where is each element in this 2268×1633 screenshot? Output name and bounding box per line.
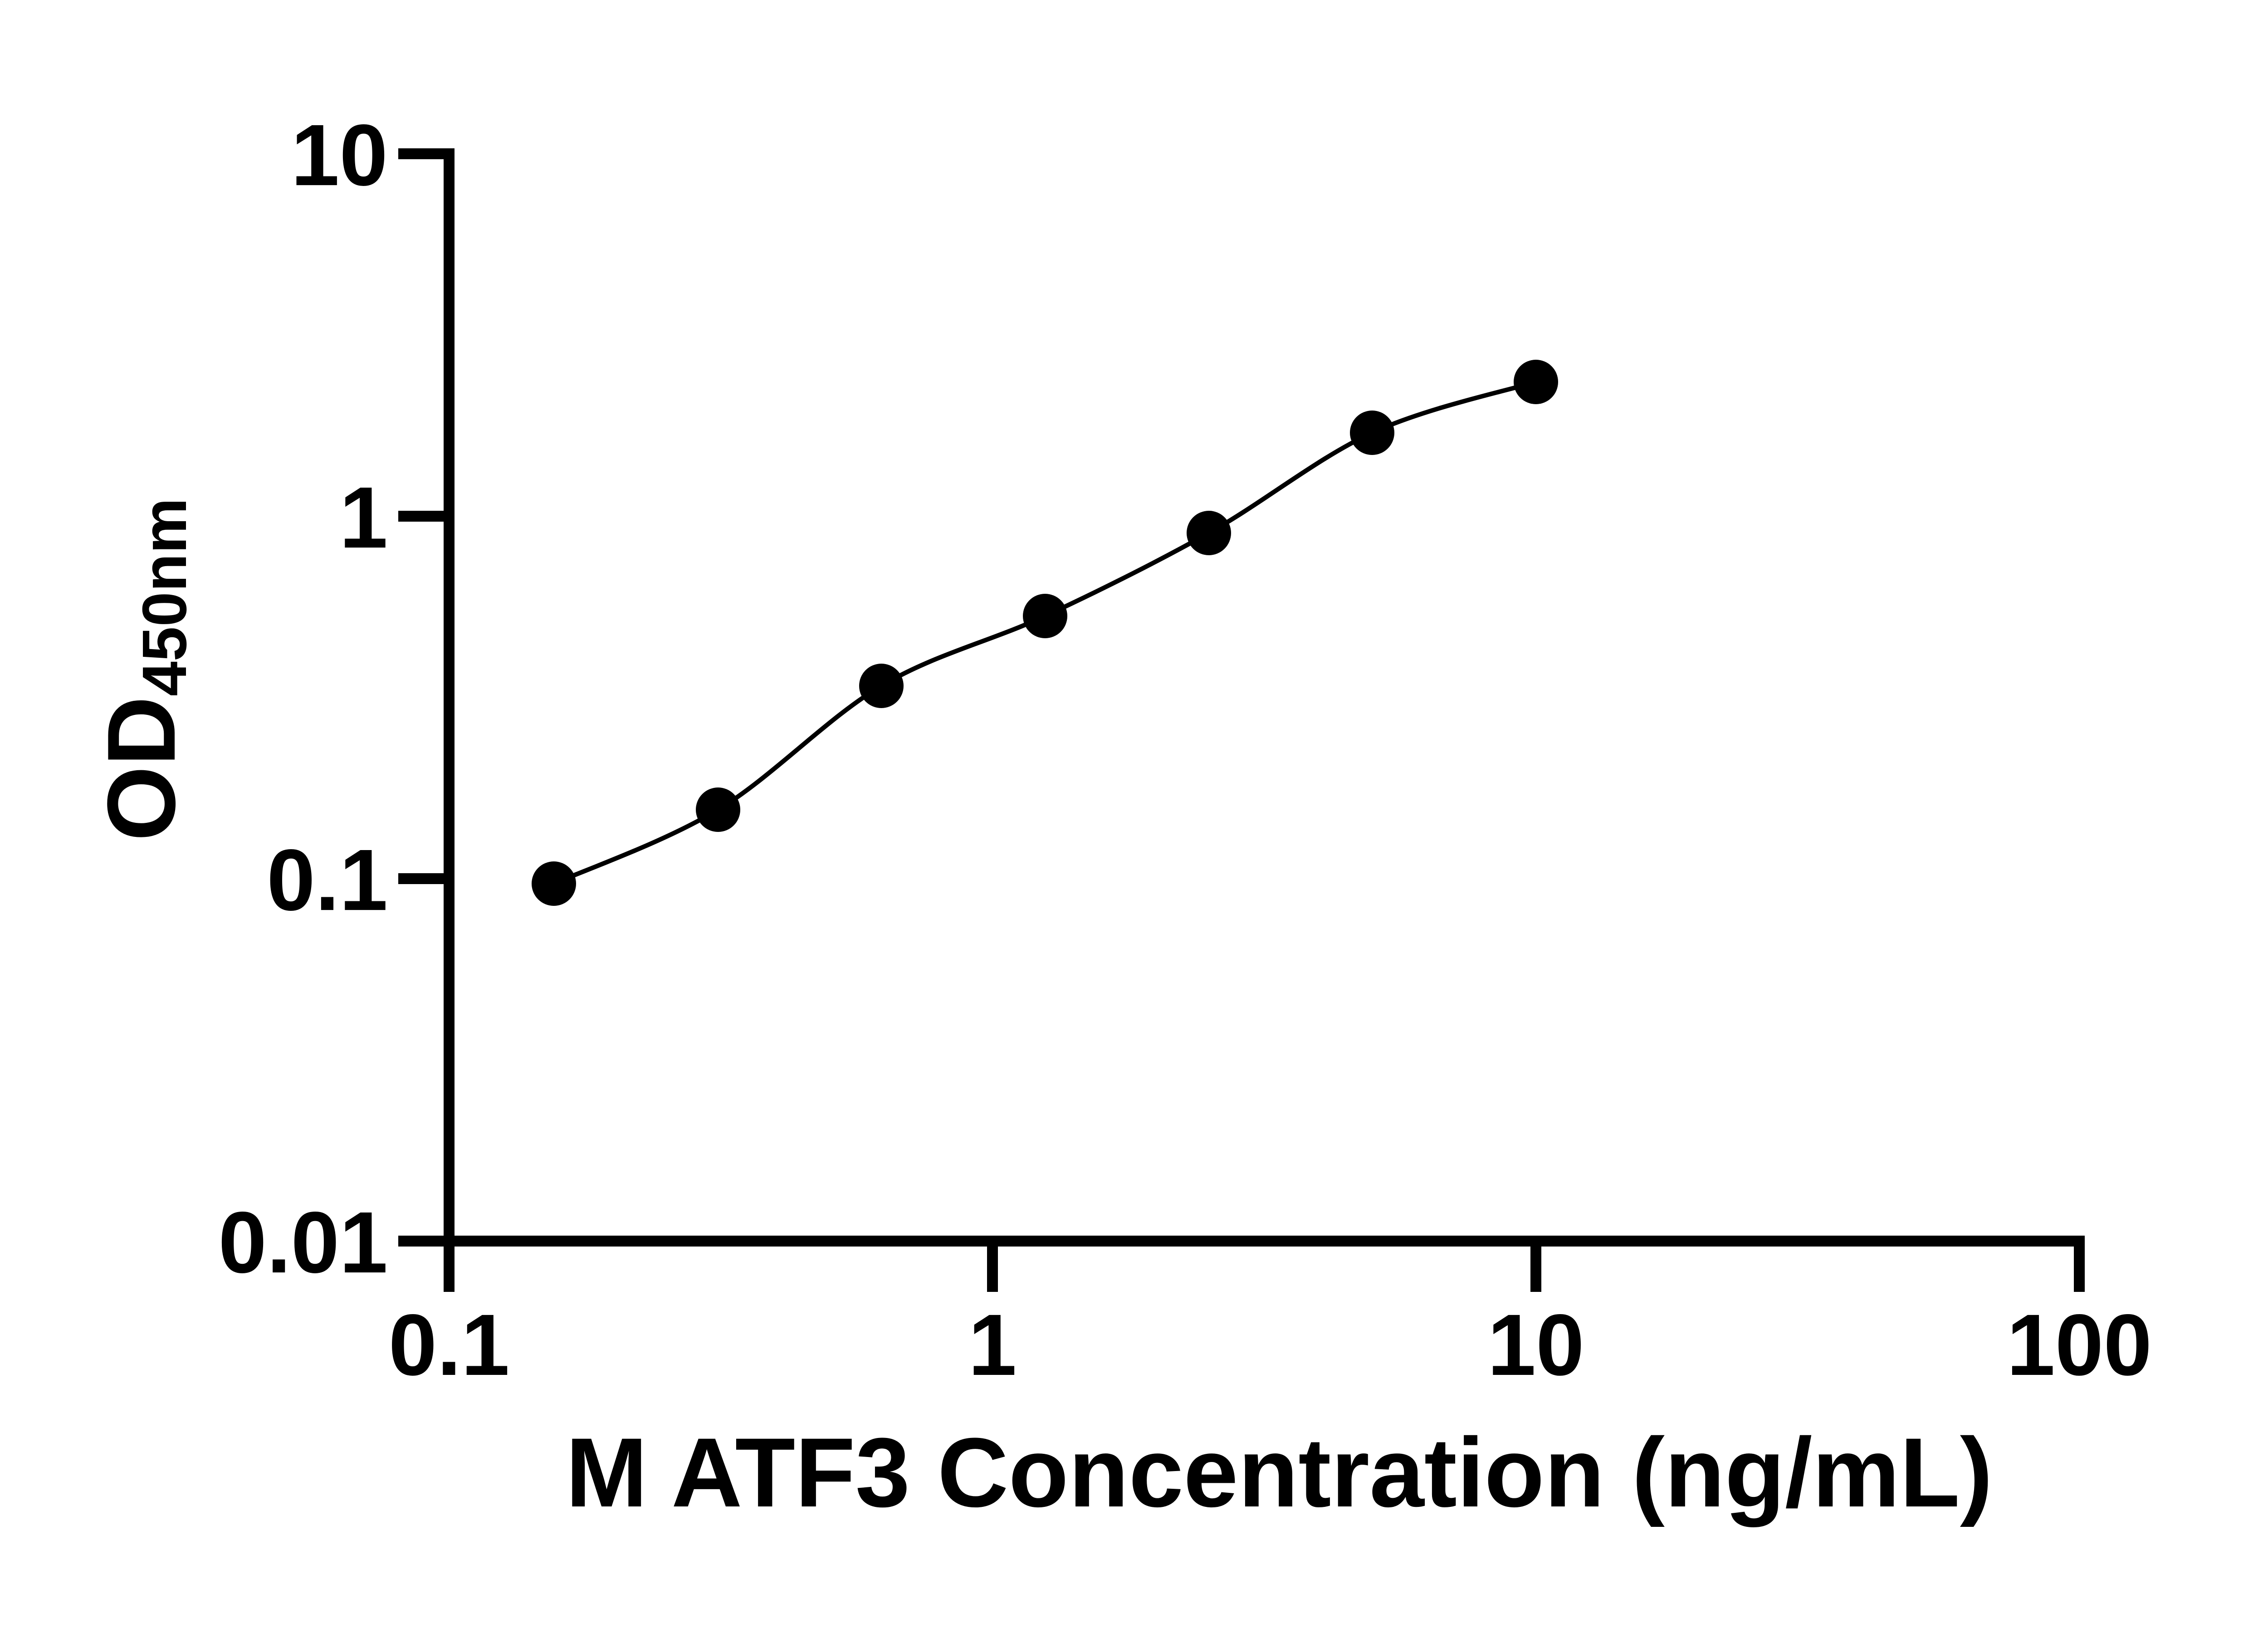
svg-text:10: 10 (291, 106, 388, 204)
svg-text:10: 10 (1487, 1296, 1584, 1393)
svg-text:0.01: 0.01 (218, 1193, 388, 1291)
svg-text:0.1: 0.1 (389, 1296, 510, 1393)
svg-text:1: 1 (968, 1296, 1017, 1393)
svg-text:100: 100 (2007, 1296, 2152, 1393)
svg-text:0.1: 0.1 (267, 831, 388, 929)
svg-text:1: 1 (339, 469, 388, 566)
svg-text:M ATF3 Concentration (ng/mL): M ATF3 Concentration (ng/mL) (566, 1418, 1993, 1527)
